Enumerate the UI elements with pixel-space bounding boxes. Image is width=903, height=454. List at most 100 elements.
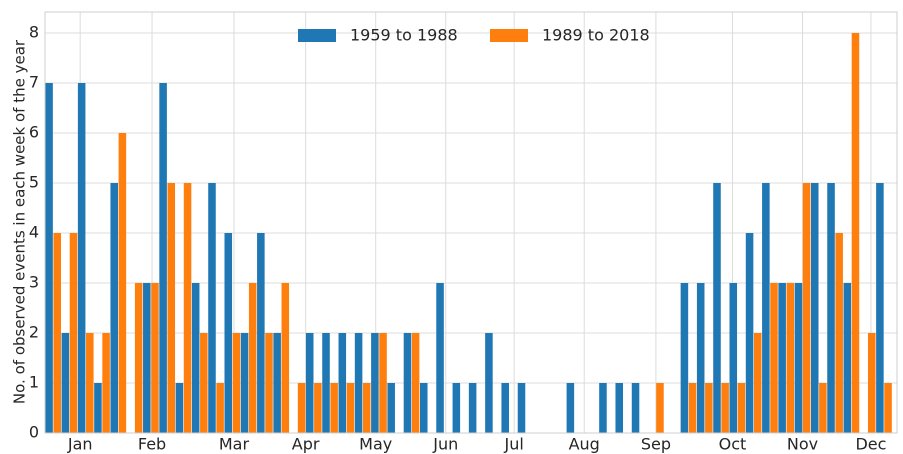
- bar: [69, 233, 78, 433]
- bar: [118, 133, 127, 433]
- y-tick-label: 1: [29, 373, 39, 392]
- bar: [721, 383, 729, 433]
- bar: [183, 183, 192, 433]
- x-tick-label: Aug: [569, 435, 600, 454]
- bar: [827, 183, 835, 433]
- x-tick-label: Jul: [504, 435, 524, 454]
- bar: [778, 283, 786, 433]
- bar: [745, 233, 754, 433]
- bar: [599, 383, 607, 433]
- bar: [419, 383, 428, 433]
- bar: [705, 383, 713, 433]
- bar: [61, 333, 70, 433]
- bar: [305, 333, 314, 433]
- bar: [102, 333, 110, 433]
- bar: [615, 383, 624, 433]
- bar: [794, 283, 803, 433]
- bar: [851, 33, 860, 433]
- bar: [688, 383, 697, 433]
- x-tick-label: Jun: [432, 435, 458, 454]
- x-tick-label: Oct: [719, 435, 747, 454]
- bar: [485, 333, 493, 433]
- bar: [257, 233, 265, 433]
- legend-label: 1959 to 1988: [350, 26, 458, 45]
- bar: [436, 283, 444, 433]
- bar: [835, 233, 843, 433]
- bar: [232, 333, 241, 433]
- bar: [379, 333, 387, 433]
- bar: [322, 333, 330, 433]
- y-tick-label: 8: [29, 23, 39, 42]
- y-axis-label: No. of observed events in each week of t…: [11, 39, 29, 404]
- bar: [77, 83, 86, 433]
- y-tick-label: 3: [29, 273, 39, 292]
- bar: [517, 383, 526, 433]
- bar: [175, 383, 184, 433]
- bar: [281, 283, 290, 433]
- bar: [786, 283, 795, 433]
- x-tick-label: Dec: [855, 435, 886, 454]
- bar: [810, 183, 819, 433]
- y-tick-label: 4: [29, 223, 39, 242]
- bar: [338, 333, 347, 433]
- x-tick-label: Mar: [219, 435, 250, 454]
- bar: [297, 383, 306, 433]
- bar: [159, 83, 167, 433]
- bar: [696, 283, 705, 433]
- bar: [248, 283, 257, 433]
- bar: [265, 333, 273, 433]
- bar: [371, 333, 379, 433]
- bar: [713, 183, 721, 433]
- bar: [94, 383, 102, 433]
- bar: [143, 283, 151, 433]
- x-tick-label: Feb: [138, 435, 166, 454]
- bar: [411, 333, 420, 433]
- bar: [631, 383, 640, 433]
- bar: [216, 383, 224, 433]
- bar: [314, 383, 322, 433]
- bar: [45, 83, 53, 433]
- y-tick-label: 5: [29, 173, 39, 192]
- bar: [680, 283, 689, 433]
- bar: [151, 283, 159, 433]
- bar: [843, 283, 852, 433]
- bar: [737, 383, 746, 433]
- bar: [208, 183, 216, 433]
- bar: [53, 233, 61, 433]
- bar: [819, 383, 827, 433]
- x-tick-label: Jan: [67, 435, 93, 454]
- x-tick-label: May: [359, 435, 392, 454]
- plot-frame: [44, 11, 898, 434]
- bar: [134, 283, 143, 433]
- bar: [330, 383, 338, 433]
- legend-label: 1989 to 2018: [542, 26, 650, 45]
- y-tick-label: 6: [29, 123, 39, 142]
- bar: [753, 333, 762, 433]
- x-tick-label: Apr: [292, 435, 320, 454]
- bar: [86, 333, 94, 433]
- y-tick-label: 0: [29, 423, 39, 442]
- bar: [354, 333, 363, 433]
- x-tick-label: Sep: [641, 435, 671, 454]
- bar: [729, 283, 738, 433]
- bar: [191, 283, 200, 433]
- bar: [770, 283, 778, 433]
- legend-swatch: [490, 29, 528, 42]
- legend-swatch: [298, 29, 336, 42]
- bar: [876, 183, 884, 433]
- bar: [224, 233, 233, 433]
- bar: [346, 383, 355, 433]
- bar: [762, 183, 770, 433]
- bar: [656, 383, 664, 433]
- bar: [110, 183, 119, 433]
- bar: [167, 183, 176, 433]
- x-tick-label: Nov: [787, 435, 818, 454]
- bar: [200, 333, 208, 433]
- bar: [566, 383, 575, 433]
- bar: [403, 333, 412, 433]
- y-tick-label: 2: [29, 323, 39, 342]
- bar: [468, 383, 477, 433]
- bar: [867, 333, 876, 433]
- y-tick-label: 7: [29, 73, 39, 92]
